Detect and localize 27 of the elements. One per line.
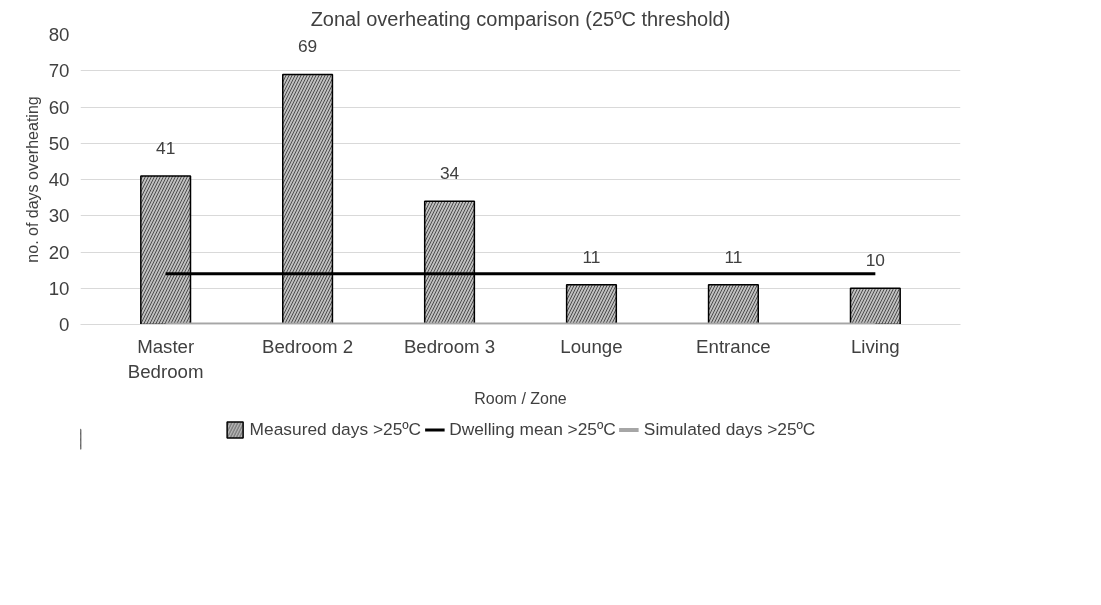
y-tick-label: 50 [48, 132, 70, 154]
data-label: 10 [865, 250, 885, 271]
y-axis-title: no. of days overheating [23, 96, 41, 263]
x-tick-label: Living [850, 335, 900, 357]
x-tick-label: Bedroom 2 [261, 335, 354, 357]
legend-label: Simulated days >25ºC [643, 418, 816, 440]
data-label: 34 [439, 163, 460, 184]
data-label: 11 [582, 246, 601, 267]
x-tick-label: Lounge [560, 335, 623, 357]
data-label: 11 [724, 246, 743, 267]
x-tick-label: Entrance [696, 335, 771, 357]
x-axis-title: Room / Zone [474, 389, 567, 407]
y-tick-label: 70 [48, 60, 70, 82]
data-label: 41 [156, 137, 176, 158]
y-tick-label: 40 [48, 169, 70, 190]
data-label: 69 [297, 36, 318, 57]
legend-label: Dwelling mean >25ºC [449, 418, 616, 440]
y-tick-label: 80 [48, 24, 70, 45]
legend-label: Measured days >25ºC [249, 418, 422, 440]
y-tick-label: 0 [59, 314, 70, 335]
x-tick-label: Bedroom 3 [403, 335, 496, 357]
y-tick-label: 20 [48, 241, 70, 263]
x-tick-label: Master Bedroom [127, 335, 204, 382]
y-tick-label: 60 [48, 96, 70, 118]
y-tick-label: 30 [48, 205, 70, 227]
chart-title: Zonal overheating comparison (25ºC threshold) [310, 7, 731, 30]
y-tick-label: 10 [48, 277, 70, 299]
